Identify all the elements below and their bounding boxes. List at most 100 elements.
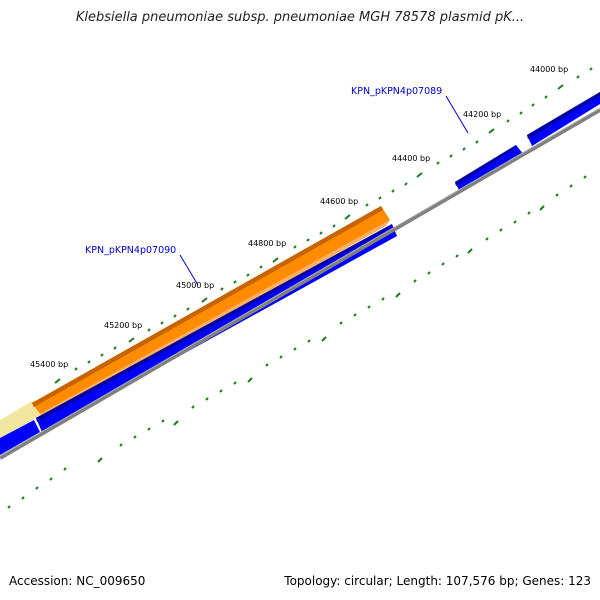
ruler-tick [475,140,479,144]
ruler-tick [436,161,440,165]
ruler-tick [147,328,151,332]
ruler-tick [339,321,343,325]
label-leader-line [179,254,199,286]
ruler-tick [404,182,408,186]
ruler-tick [365,203,369,207]
ruler-tick [265,363,269,367]
gene-forward-right[interactable] [527,92,600,146]
gene-label-group-kpn-pkpn4p07089[interactable]: KPN_pKPN4p07089 [351,86,469,134]
ruler-tick [186,307,190,311]
ruler-tick [74,367,78,371]
accession-text: Accession: NC_009650 [9,574,146,588]
ruler-tick [133,435,137,439]
ruler-tick-major [416,172,423,178]
ruler-tick [191,405,195,409]
ruler-tick-major [54,378,61,384]
ruler-tick [381,297,385,301]
ruler-tick-major [557,84,564,90]
ruler-tick [449,154,453,158]
ruler-tick-major [539,205,545,211]
ruler-tick-major [395,292,401,298]
ruler-tick [119,443,123,447]
ruler-tick [519,111,523,115]
ruler-tick [555,193,559,197]
ruler-tick-major [272,257,279,263]
ruler-tick [441,262,445,266]
gene-forward-kpn-pkpn4p07089[interactable] [455,145,524,192]
ruler-tick [173,314,177,318]
ruler-tick [544,95,548,99]
label-leader-line [445,95,469,134]
gene-label[interactable]: KPN_pKPN4p07090 [85,245,176,256]
ruler-tick [367,305,371,309]
ruler-tick [233,280,237,284]
ruler-tick [147,427,151,431]
gene-faded[interactable] [0,400,42,438]
ruler-tick [293,347,297,351]
ruler-tick [569,184,573,188]
plasmid-backbone [0,108,600,460]
ruler-tick-major [247,377,253,383]
gene-forward-left[interactable] [0,420,40,455]
ruler-label: 44800 bp [248,239,286,248]
ruler-tick-major [321,336,327,342]
ruler-tick [219,389,223,393]
ruler-tick [462,147,466,151]
ruler-tick-major [128,337,135,343]
ruler-tick [7,505,11,509]
ruler-tick [513,220,517,224]
ruler-tick [246,273,250,277]
summary-text: Topology: circular; Length: 107,576 bp; … [284,574,591,588]
ruler-tick [306,238,310,242]
ruler-tick [353,313,357,317]
ruler-tick [160,321,164,325]
gene-label[interactable]: KPN_pKPN4p07089 [351,86,442,97]
ruler-tick [307,339,311,343]
ruler-tick-major [488,128,495,134]
ruler-tick [293,245,297,249]
ruler-tick [576,75,580,79]
ruler-tick [332,224,336,228]
inner-ruler [7,175,587,509]
ruler-tick [589,67,593,71]
gene-forward-main[interactable] [36,224,397,432]
ruler-tick [413,279,417,283]
ruler-label: 45000 bp [176,281,214,290]
gene-label-group-kpn-pkpn4p07090[interactable]: KPN_pKPN4p07090 [85,245,199,286]
ruler-tick-major [201,297,208,303]
ruler-tick [113,346,117,350]
ruler-tick [427,271,431,275]
ruler-tick [259,265,263,269]
ruler-tick [531,103,535,107]
ruler-tick [506,119,510,123]
ruler-label: 44000 bp [530,65,568,74]
ruler-tick [205,397,209,401]
ruler-tick [220,287,224,291]
ruler-tick [87,360,91,364]
ruler-tick [21,496,25,500]
ruler-label: 44400 bp [392,154,430,163]
ruler-tick [319,231,323,235]
ruler-labels: 45400 bp 45200 bp 45000 bp 44800 bp 4460… [30,65,568,369]
ruler-tick [49,477,53,481]
ruler-tick [100,353,104,357]
ruler-tick-major [344,214,351,220]
ruler-tick [378,196,382,200]
ruler-label: 45200 bp [104,321,142,330]
map-title: Klebsiella pneumoniae subsp. pneumoniae … [75,10,525,25]
ruler-tick [485,237,489,241]
ruler-tick-major [173,420,179,426]
ruler-tick [499,228,503,232]
ruler-tick [527,211,531,215]
ruler-tick-major [97,457,103,463]
ruler-tick [583,175,587,179]
ruler-tick [63,467,67,471]
ruler-label: 45400 bp [30,360,68,369]
ruler-label: 44600 bp [320,197,358,206]
gene-highlight-kpn-pkpn4p07090[interactable] [32,206,390,418]
ruler-tick [233,381,237,385]
ruler-tick [161,419,165,423]
plasmid-backbone-highlight [0,107,600,457]
ruler-tick-major [467,248,473,254]
